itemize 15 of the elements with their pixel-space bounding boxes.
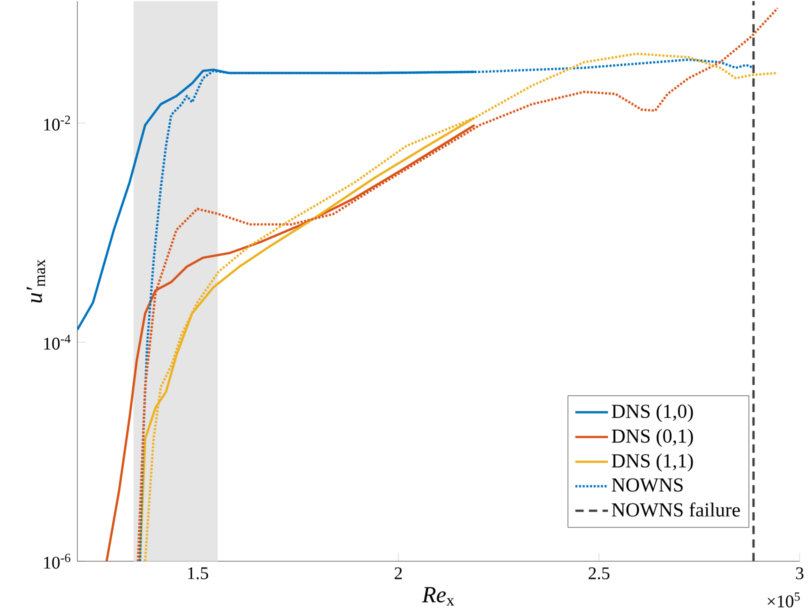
x-tick-label: 3 [796,567,804,580]
legend-label: DNS (1,1) [612,453,693,472]
y-tick-label: 10$^{-2}$ [44,116,70,130]
x-axis-title: Re$_{x}$ [422,587,454,606]
ref-line-label: NOWNS failure [612,502,740,517]
y-tick-label: 10$^{-6}$ [44,554,70,569]
y-tick-label: 10$^{-4}$ [44,334,70,350]
x-tick-label: 2 [394,567,402,579]
x-tick-label: 2.5 [588,567,610,580]
legend-label: NOWNS [612,478,683,492]
legend-label: DNS (0,1) [612,428,693,447]
legend-label: DNS (1,0) [612,404,693,422]
text: ×10$^{5}$ [768,592,800,608]
x-tick-label: 1.5 [188,567,208,580]
y-axis-title: u′$_{max}$ [26,259,46,302]
